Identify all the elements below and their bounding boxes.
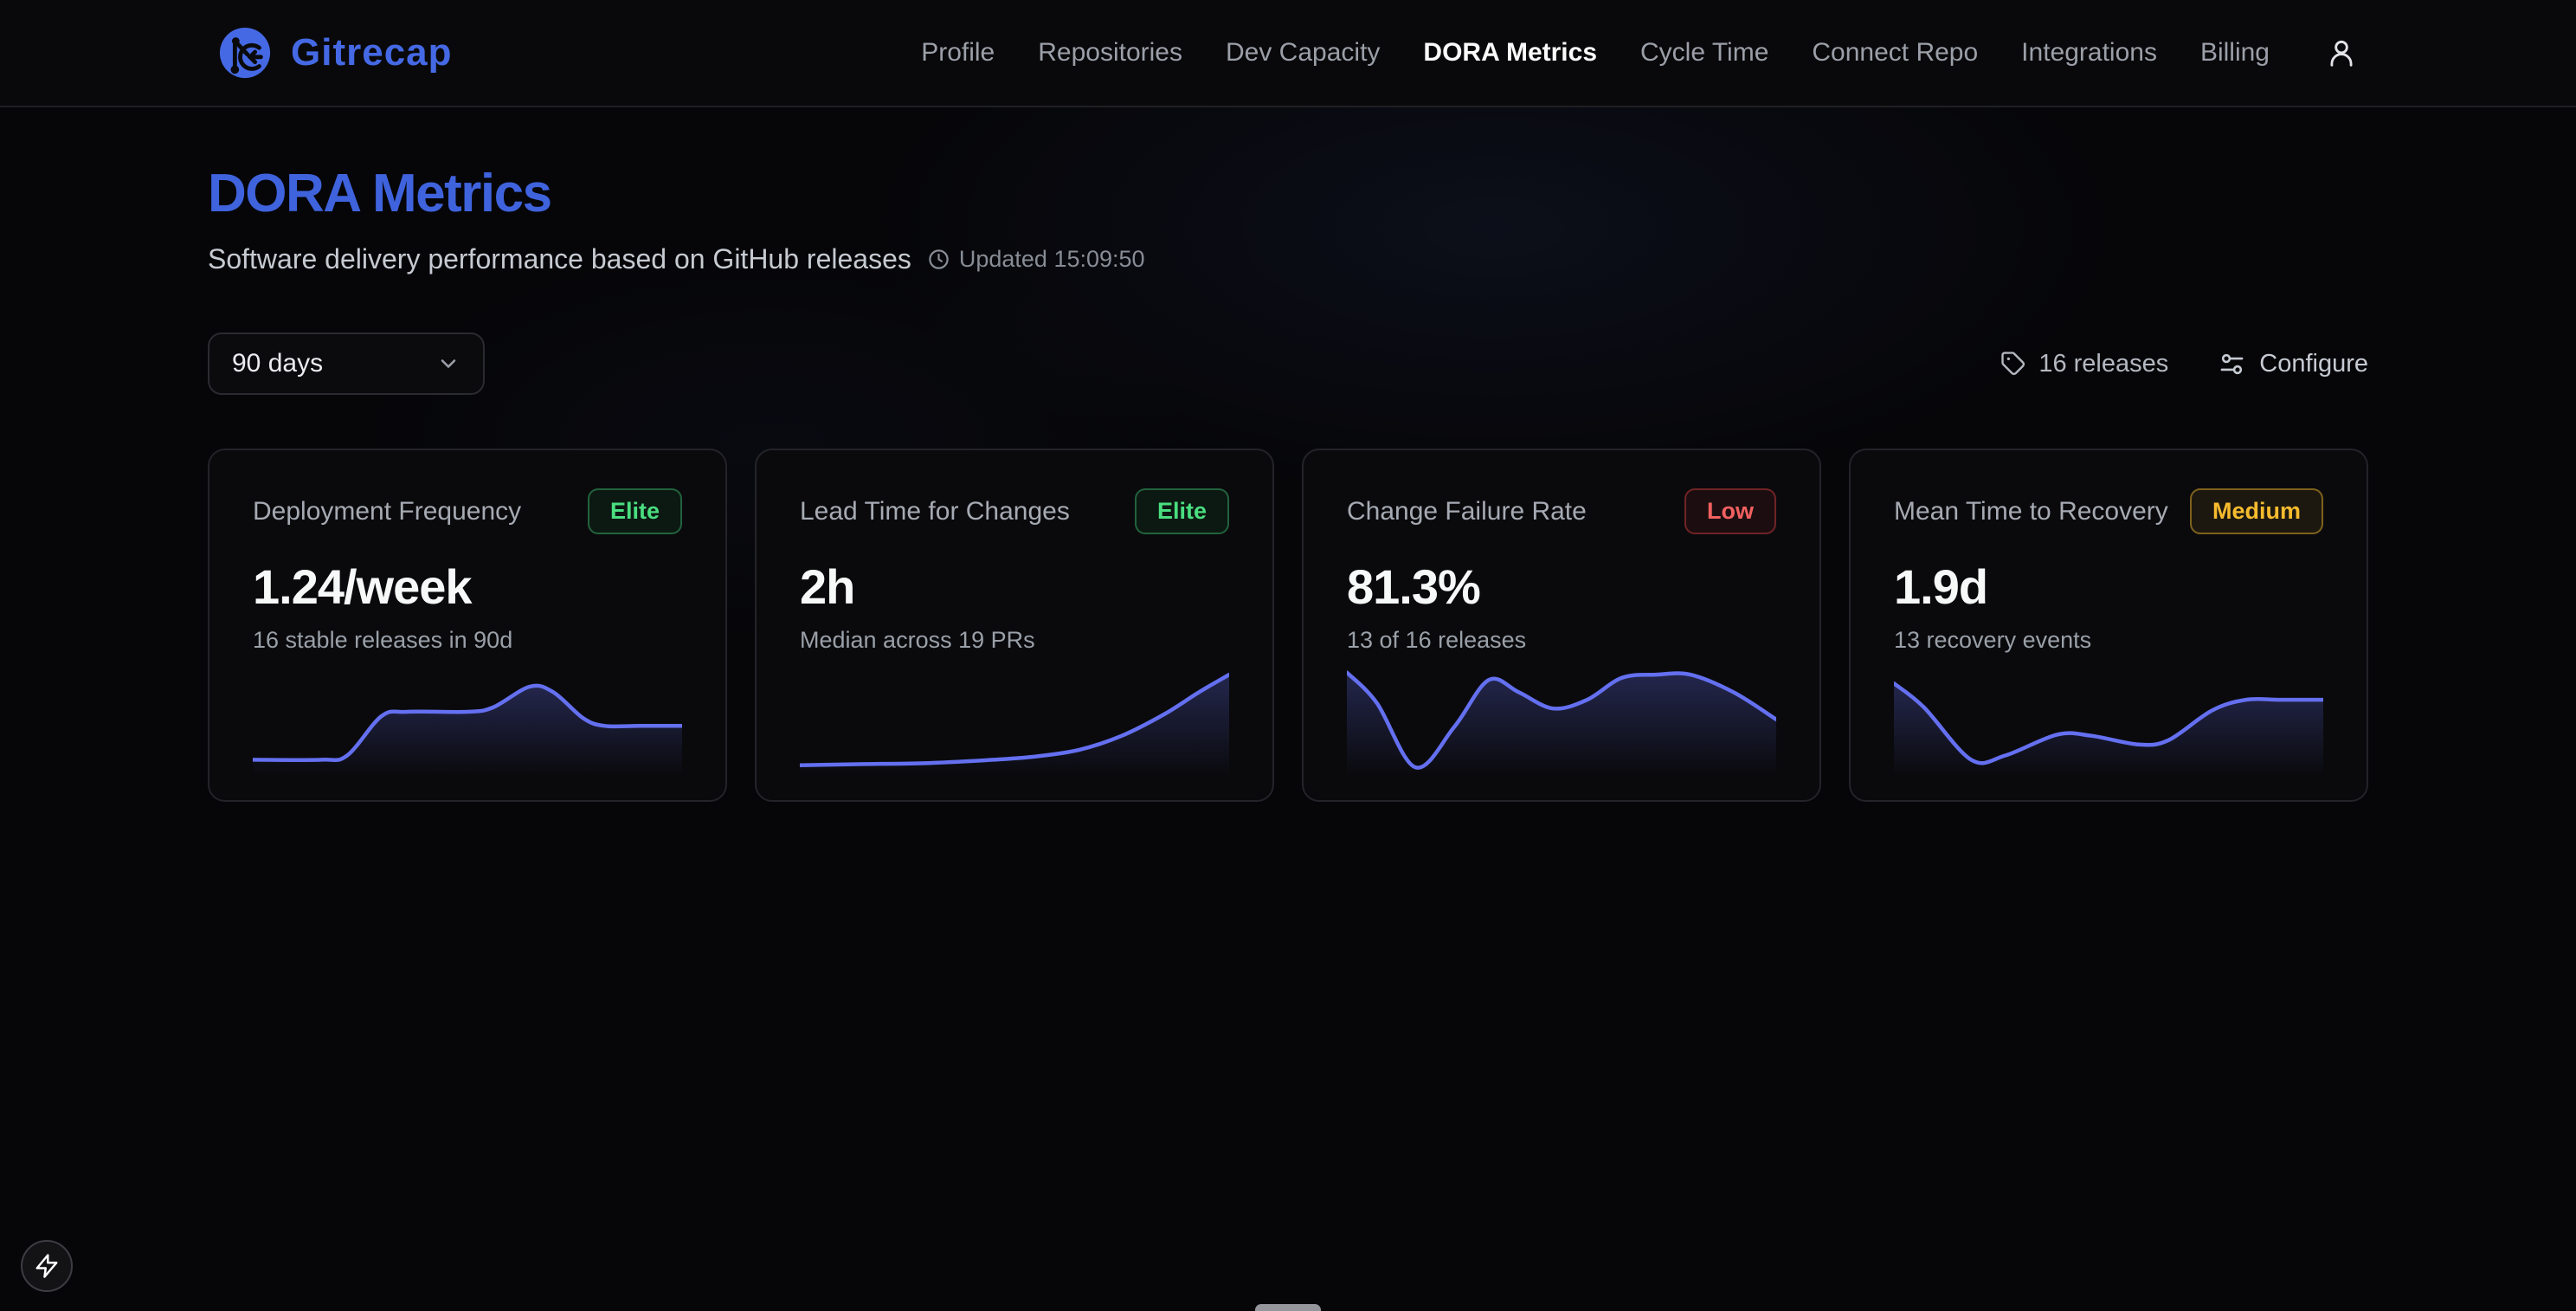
configure-button[interactable]: Configure xyxy=(2219,350,2368,378)
metric-card-title: Lead Time for Changes xyxy=(800,496,1070,526)
sparkline-chart xyxy=(253,683,682,776)
subtitle-row: Software delivery performance based on G… xyxy=(208,243,2368,275)
metric-badge: Elite xyxy=(1134,488,1229,534)
page-subtitle: Software delivery performance based on G… xyxy=(208,243,911,274)
metric-subtitle: 13 recovery events xyxy=(1894,627,2092,653)
metric-card: Change Failure Rate Low 81.3% 13 of 16 rele… xyxy=(1302,449,1821,802)
metric-card: Mean Time to Recovery Medium 1.9d 13 recove… xyxy=(1849,449,2368,802)
git-branch-logo-icon xyxy=(219,27,271,79)
chevron-down-icon xyxy=(441,359,456,368)
sliders-icon xyxy=(2220,353,2244,374)
metric-card-title: Change Failure Rate xyxy=(1347,496,1587,526)
period-select-value: 90 days xyxy=(232,349,324,378)
nav-item-cycle-time[interactable]: Cycle Time xyxy=(1640,38,1769,67)
releases-count-text: 16 releases xyxy=(2038,349,2169,378)
metric-card-title: Deployment Frequency xyxy=(253,496,522,526)
brand-name: Gitrecap xyxy=(291,31,453,74)
metric-value: 2h xyxy=(800,559,855,614)
lightning-icon xyxy=(35,1254,58,1278)
main-nav: Profile Repositories Dev Capacity DORA Metr… xyxy=(921,38,2270,68)
metric-card-header: Lead Time for Changes Elite xyxy=(800,488,1229,534)
brand-logo[interactable]: Gitrecap xyxy=(218,26,453,80)
sparkline-chart xyxy=(800,672,1229,776)
user-menu-button[interactable] xyxy=(2325,36,2358,69)
metric-card-title: Mean Time to Recovery xyxy=(1894,496,2168,526)
metric-subtitle: 16 stable releases in 90d xyxy=(253,627,513,653)
dora-metrics-page: DORA Metrics Software delivery performan… xyxy=(0,107,2576,1311)
metric-subtitle: Median across 19 PRs xyxy=(800,627,1035,653)
dock-handle[interactable] xyxy=(1255,1304,1321,1311)
metric-badge: Low xyxy=(1684,488,1776,534)
metric-card-header: Mean Time to Recovery Medium xyxy=(1894,488,2323,534)
nav-item-connect-repo[interactable]: Connect Repo xyxy=(1812,38,1979,67)
metric-value: 1.24/week xyxy=(253,559,473,614)
metric-subtitle: 13 of 16 releases xyxy=(1347,627,1527,653)
nav-item-integrations[interactable]: Integrations xyxy=(2021,38,2157,67)
nav-item-dev-capacity[interactable]: Dev Capacity xyxy=(1226,38,1381,67)
sparkline-chart xyxy=(1894,681,2323,776)
controls-right: 16 releases Configure xyxy=(2000,350,2368,378)
nav-item-repositories[interactable]: Repositories xyxy=(1038,38,1182,67)
metrics-grid: Deployment Frequency Elite 1.24/week 16 sta… xyxy=(208,449,2368,802)
metric-value: 1.9d xyxy=(1894,559,1988,614)
metric-badge: Elite xyxy=(587,488,682,534)
page-title: DORA Metrics xyxy=(208,164,552,223)
releases-count-chip: 16 releases xyxy=(2000,350,2168,378)
metric-card: Deployment Frequency Elite 1.24/week 16 sta… xyxy=(208,449,727,802)
user-icon xyxy=(2330,40,2353,67)
period-select[interactable]: 90 days xyxy=(208,333,485,395)
clock-icon xyxy=(929,249,949,269)
nav-item-dora-metrics[interactable]: DORA Metrics xyxy=(1423,38,1598,67)
top-navbar: Gitrecap Profile Repositories Dev Capacity… xyxy=(0,0,2576,107)
last-updated: Updated 15:09:50 xyxy=(927,246,1145,273)
sparkline-chart xyxy=(1347,670,1776,776)
metric-card: Lead Time for Changes Elite 2h Median acros… xyxy=(755,449,1274,802)
nav-item-profile[interactable]: Profile xyxy=(921,38,995,67)
metric-card-header: Deployment Frequency Elite xyxy=(253,488,682,534)
metric-card-header: Change Failure Rate Low xyxy=(1347,488,1776,534)
controls-row: 90 days 16 releases xyxy=(208,333,2368,395)
nav-item-billing[interactable]: Billing xyxy=(2199,38,2270,67)
tag-icon xyxy=(2001,352,2025,376)
quick-actions-button[interactable] xyxy=(21,1240,73,1292)
configure-label: Configure xyxy=(2259,349,2368,378)
metric-value: 81.3% xyxy=(1347,559,1481,614)
metric-badge: Medium xyxy=(2189,488,2323,534)
last-updated-text: Updated 15:09:50 xyxy=(958,246,1145,272)
